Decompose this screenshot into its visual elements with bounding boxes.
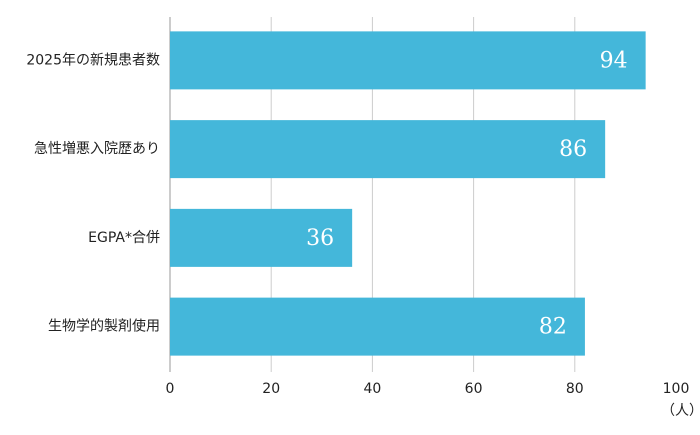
x-tick-label: 40	[363, 381, 381, 397]
y-tick-label: 生物学的製剤使用	[48, 318, 160, 335]
value-label: 36	[306, 226, 334, 251]
bar	[170, 120, 606, 179]
bar	[170, 31, 646, 90]
x-tick-label: 0	[166, 381, 175, 397]
y-tick-label: EGPA*合併	[88, 230, 160, 246]
x-tick-label: 60	[465, 381, 483, 397]
x-tick-label: 100	[663, 381, 690, 397]
bar	[170, 208, 353, 267]
x-axis-unit: （人）	[661, 403, 700, 419]
x-tick-label: 80	[566, 381, 584, 397]
y-tick-label: 2025年の新規患者数	[26, 52, 160, 68]
y-tick-label: 急性増悪入院歴あり	[34, 141, 160, 157]
bar	[170, 297, 585, 356]
x-tick-label: 20	[262, 381, 280, 397]
value-label: 94	[600, 48, 628, 73]
value-label: 82	[539, 315, 567, 340]
value-label: 86	[559, 137, 587, 162]
